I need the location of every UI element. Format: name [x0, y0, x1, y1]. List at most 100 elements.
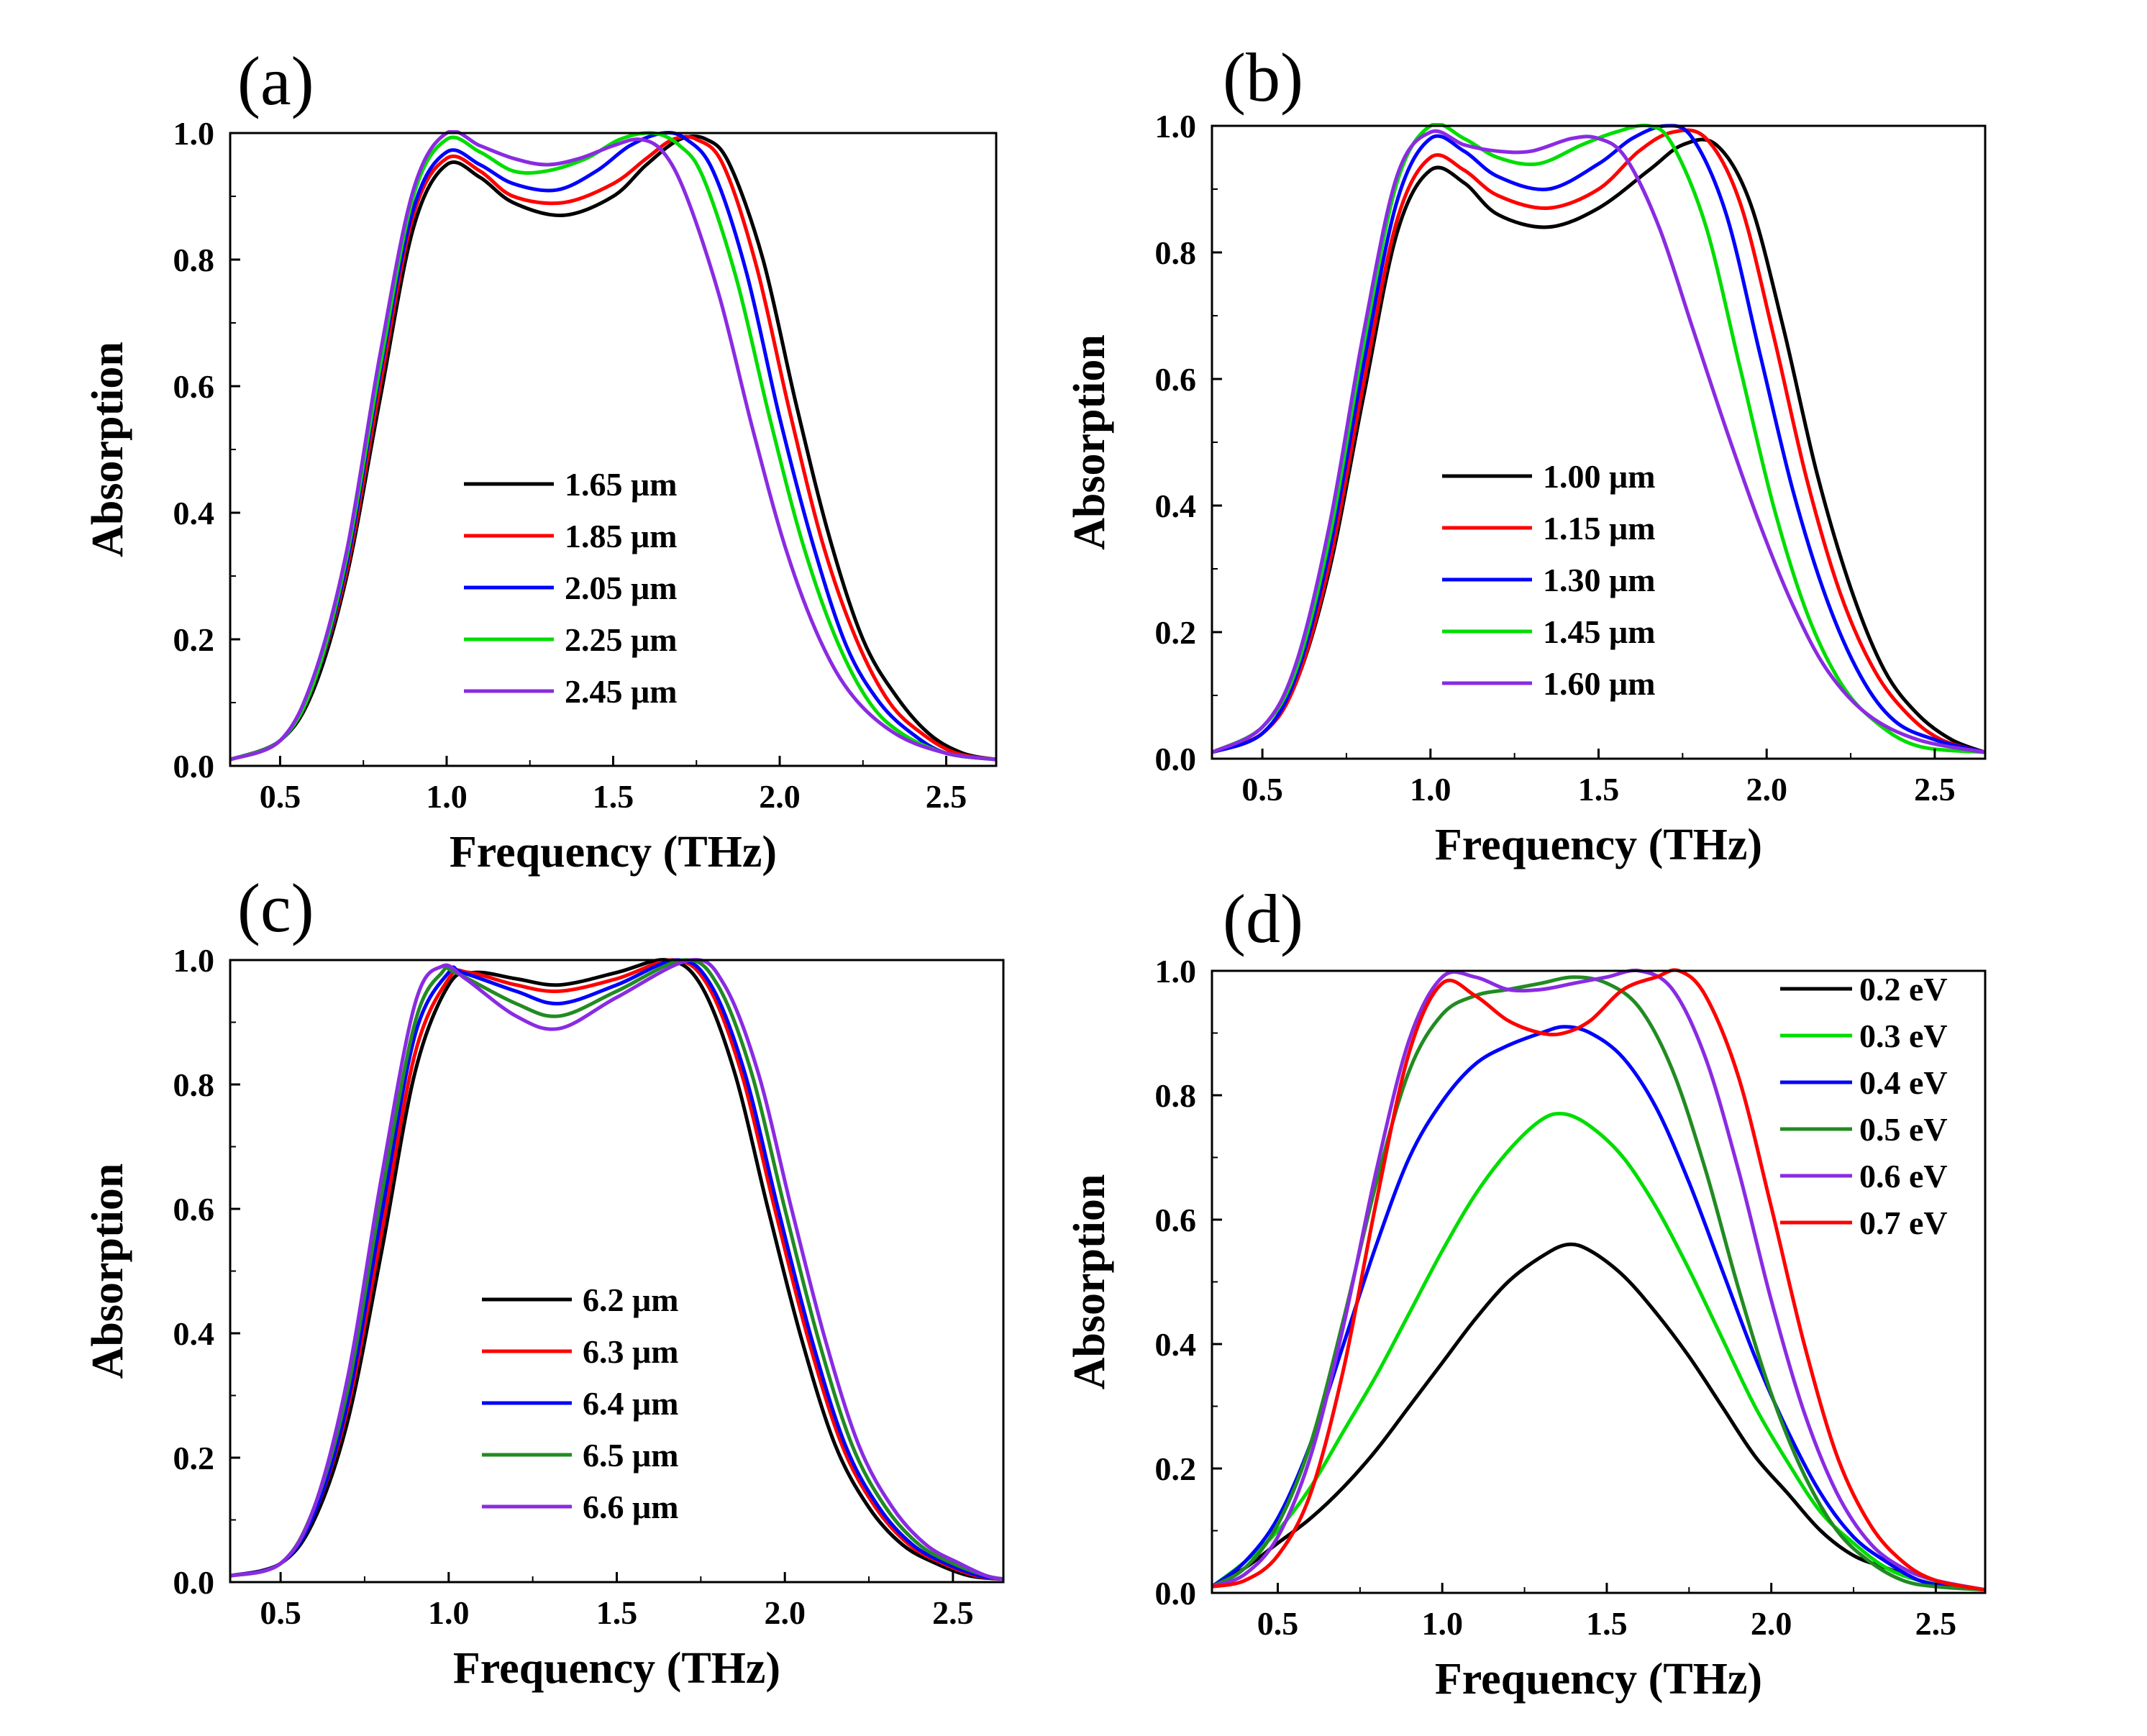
panel-b-legend-label-3: 1.45 μm	[1543, 613, 1655, 650]
panel-c-y-tick-label-0: 0.0	[173, 1564, 215, 1601]
panel-d-series-line-2	[1212, 1025, 1985, 1592]
panel-c-legend-label-0: 6.2 μm	[583, 1282, 678, 1318]
panel-a-legend-label-1: 1.85 μm	[565, 518, 677, 554]
panel-b-y-tick-label-5: 1.0	[1155, 108, 1197, 145]
panel-a-series-group	[230, 130, 996, 762]
panel-c-x-tick-label-4: 2.5	[932, 1594, 974, 1631]
panel-a-x-tick-label-4: 2.5	[926, 778, 967, 815]
panel-d-x-tick-label-1: 1.0	[1421, 1605, 1463, 1642]
panel-b-series-line-3	[1212, 123, 1985, 754]
panel-d-y-tick-label-1: 0.2	[1155, 1451, 1197, 1487]
panel-c-legend-label-4: 6.6 μm	[583, 1489, 678, 1525]
panel-a-series-line-0	[230, 134, 996, 762]
panel-d-x-tick-label-2: 1.5	[1586, 1605, 1628, 1642]
panel-a-legend: 1.65 μm 1.85 μm 2.05 μm 2.25 μm 2.45 μm	[464, 466, 677, 710]
panel-c-series-line-0	[230, 958, 1003, 1581]
panel-b-y-tick-label-2: 0.4	[1155, 488, 1197, 524]
panel-a-x-tick-label-3: 2.0	[759, 778, 801, 815]
panel-d-x-tick-label-0: 0.5	[1257, 1605, 1299, 1642]
panel-c-series-line-1	[230, 958, 1003, 1581]
panel-b-series-group	[1212, 123, 1985, 754]
panel-b-y-tick-label-0: 0.0	[1155, 741, 1197, 777]
panel-c-series-line-4	[230, 958, 1003, 1581]
panel-d-series-group	[1212, 968, 1985, 1592]
panel-d-y-tick-label-2: 0.4	[1155, 1326, 1197, 1363]
panel-d-series-line-5	[1212, 968, 1985, 1592]
panel-d-legend-label-1: 0.3 eV	[1859, 1018, 1948, 1054]
panel-b-legend-label-0: 1.00 μm	[1543, 458, 1655, 495]
panel-c-y-tick-label-5: 1.0	[173, 942, 215, 979]
panel-c-y-tick-label-3: 0.6	[173, 1191, 215, 1228]
panel-d-x-tick-label-4: 2.5	[1915, 1605, 1957, 1642]
panel-a-y-tick-label-3: 0.6	[173, 368, 215, 405]
panel-b: (b) 0.5 1.0 1.5 2.0 2.5 0.0 0.2 0.4 0.6 0.8 1.0 Freq…	[1065, 39, 1987, 869]
panel-a-x-axis-title: Frequency (THz)	[450, 828, 777, 877]
panel-d-x-axis-title: Frequency (THz)	[1435, 1655, 1762, 1704]
panel-a-label: (a)	[237, 42, 314, 119]
panel-a-y-tick-label-4: 0.8	[173, 242, 215, 278]
panel-a-legend-label-0: 1.65 μm	[565, 466, 677, 503]
panel-d-series-line-0	[1212, 1242, 1985, 1592]
panel-d-y-tick-label-0: 0.0	[1155, 1575, 1197, 1612]
panel-b-x-tick-label-2: 1.5	[1578, 771, 1620, 808]
panel-b-series-line-4	[1212, 129, 1985, 754]
panel-b-x-tick-label-0: 0.5	[1241, 771, 1283, 808]
panel-b-x-tick-label-3: 2.0	[1746, 771, 1787, 808]
panel-c-y-tick-label-2: 0.4	[173, 1315, 215, 1352]
panel-c-legend: 6.2 μm 6.3 μm 6.4 μm 6.5 μm 6.6 μm	[482, 1282, 678, 1525]
panel-a-legend-label-2: 2.05 μm	[565, 570, 677, 606]
panel-b-series-line-1	[1212, 128, 1985, 754]
panel-b-legend-label-4: 1.60 μm	[1543, 665, 1655, 702]
panel-d-y-tick-label-3: 0.6	[1155, 1202, 1197, 1238]
panel-a-y-tick-label-5: 1.0	[173, 115, 215, 152]
panel-a-y-tick-label-1: 0.2	[173, 621, 215, 658]
panel-c-y-axis-title: Absorption	[83, 1164, 132, 1379]
panel-d-legend-label-5: 0.7 eV	[1859, 1205, 1948, 1241]
panel-a-y-axis-title: Absorption	[83, 342, 132, 557]
panel-c-x-axis-title: Frequency (THz)	[453, 1644, 780, 1693]
panel-d-legend-label-0: 0.2 eV	[1859, 971, 1948, 1008]
panel-a-y-tick-label-2: 0.4	[173, 495, 215, 531]
panel-b-y-tick-label-3: 0.6	[1155, 361, 1197, 398]
panel-c: (c) 0.5 1.0 1.5 2.0 2.5 0.0 0.2 0.4 0.6 0.8 1.0 Freq…	[83, 869, 1005, 1693]
panel-a-x-tick-label-0: 0.5	[260, 778, 301, 815]
panel-c-y-tick-label-1: 0.2	[173, 1440, 215, 1476]
panel-d-y-tick-label-5: 1.0	[1155, 953, 1197, 990]
panel-b-legend-label-1: 1.15 μm	[1543, 510, 1655, 547]
panel-d-legend-label-2: 0.4 eV	[1859, 1064, 1948, 1101]
panel-a: (a) 0.5 1.0 1.5 2.0 2.5 0.0 0.2 0.4 0.6 0.8 1.0 Freq…	[83, 42, 998, 877]
panel-c-x-tick-label-2: 1.5	[596, 1594, 638, 1631]
panel-c-series-line-2	[230, 958, 1003, 1581]
panel-d-legend: 0.2 eV 0.3 eV 0.4 eV 0.5 eV 0.6 eV 0.7 eV	[1780, 971, 1948, 1241]
panel-b-y-tick-label-1: 0.2	[1155, 614, 1197, 651]
panel-d-series-line-4	[1212, 968, 1985, 1592]
panel-b-x-tick-label-4: 2.5	[1914, 771, 1956, 808]
panel-b-label: (b)	[1223, 39, 1303, 116]
panel-c-y-tick-label-4: 0.8	[173, 1066, 215, 1103]
panel-d: (d) 0.5 1.0 1.5 2.0 2.5 0.0 0.2 0.4 0.6 0.8 1.0 Freq…	[1065, 880, 1987, 1704]
panel-c-x-tick-label-3: 2.0	[764, 1594, 806, 1631]
panel-a-y-tick-label-0: 0.0	[173, 748, 215, 785]
panel-c-series-group	[230, 958, 1003, 1581]
panel-a-x-tick-label-1: 1.0	[426, 778, 468, 815]
panel-c-legend-label-1: 6.3 μm	[583, 1333, 678, 1370]
panel-c-series-line-3	[230, 958, 1003, 1581]
panel-a-series-line-4	[230, 130, 996, 762]
panel-a-series-line-1	[230, 134, 996, 762]
panel-a-x-tick-label-2: 1.5	[593, 778, 634, 815]
panel-a-legend-label-3: 2.25 μm	[565, 621, 677, 658]
panel-a-series-line-3	[230, 131, 996, 762]
panel-a-series-line-2	[230, 131, 996, 762]
panel-b-legend: 1.00 μm 1.15 μm 1.30 μm 1.45 μm 1.60 μm	[1442, 458, 1655, 702]
panel-d-y-tick-label-4: 0.8	[1155, 1077, 1197, 1114]
panel-c-legend-label-2: 6.4 μm	[583, 1385, 678, 1422]
panel-d-legend-label-4: 0.6 eV	[1859, 1158, 1948, 1194]
panel-c-x-tick-label-1: 1.0	[428, 1594, 470, 1631]
panel-b-y-tick-label-4: 0.8	[1155, 234, 1197, 271]
panel-b-y-axis-title: Absorption	[1065, 334, 1114, 550]
panel-b-series-line-2	[1212, 124, 1985, 754]
panel-d-label: (d)	[1223, 880, 1303, 957]
panel-c-x-tick-label-0: 0.5	[260, 1594, 301, 1631]
panel-d-y-axis-title: Absorption	[1065, 1174, 1114, 1390]
